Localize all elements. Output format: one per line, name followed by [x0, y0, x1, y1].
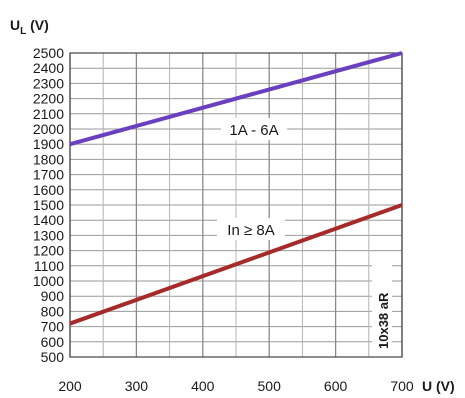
y-tick-label: 1600: [33, 182, 64, 198]
series-line-0: [69, 51, 403, 147]
y-tick-label: 1700: [33, 167, 64, 183]
y-tick-label: 1200: [33, 243, 64, 259]
y-tick-label: 2100: [33, 106, 64, 122]
series-line-1: [69, 203, 403, 326]
y-tick-label: 1800: [33, 151, 64, 167]
x-tick-label: 300: [125, 378, 149, 394]
series-label-1a-6a: 1A - 6A: [229, 122, 278, 139]
side-label-bg: [372, 255, 392, 355]
x-tick-label: 200: [58, 378, 82, 394]
y-tick-label: 900: [41, 288, 65, 304]
side-label-10x38-ar: 10x38 aR: [376, 292, 391, 349]
y-tick-label: 1000: [33, 273, 64, 289]
y-tick-label: 600: [41, 334, 65, 350]
x-tick-labels: 200 300 400 500 600 700: [58, 378, 414, 394]
series-label-in-8a: In ≥ 8A: [227, 222, 274, 239]
x-tick-label: 600: [324, 378, 348, 394]
y-tick-label: 1400: [33, 212, 64, 228]
series: [69, 51, 403, 326]
y-tick-label: 1300: [33, 227, 64, 243]
y-tick-label: 2400: [33, 60, 64, 76]
y-tick-label: 2300: [33, 75, 64, 91]
series-label-bg-in-8a: [217, 218, 285, 240]
x-tick-label: 700: [390, 378, 414, 394]
y-tick-label: 1100: [34, 258, 64, 274]
x-tick-label: 500: [258, 378, 282, 394]
y-tick-label: 2500: [33, 45, 64, 61]
series-label-bg-1a-6a: [221, 118, 287, 140]
y-tick-label: 2200: [33, 91, 64, 107]
y-tick-label: 1900: [33, 136, 64, 152]
y-tick-label: 700: [41, 319, 65, 335]
y-tick-labels: 5006007008009001000110012001300140015001…: [33, 45, 64, 365]
x-axis-title: U (V): [422, 378, 455, 394]
y-tick-label: 1500: [33, 197, 64, 213]
y-tick-label: 500: [41, 349, 65, 365]
x-tick-label: 400: [191, 378, 215, 394]
y-axis-title: UL (V): [10, 17, 49, 37]
y-tick-label: 2000: [33, 121, 64, 137]
y-tick-label: 800: [41, 303, 65, 319]
